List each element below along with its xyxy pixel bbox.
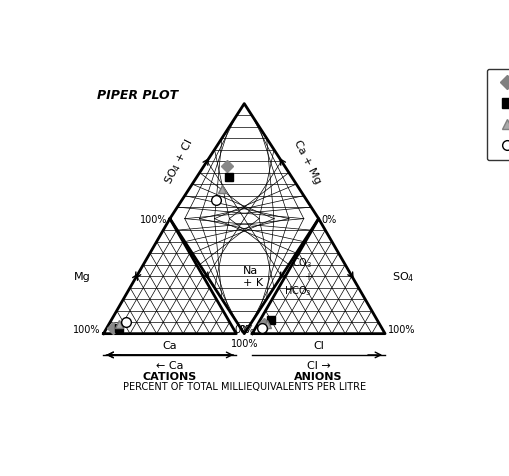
- Text: SO$_4$ + Cl: SO$_4$ + Cl: [162, 137, 196, 187]
- Text: Ca + Mg: Ca + Mg: [292, 139, 323, 185]
- Text: Cl: Cl: [313, 341, 324, 350]
- Text: Na
+ K: Na + K: [243, 266, 263, 288]
- Text: 100%: 100%: [73, 324, 101, 334]
- Text: 0%: 0%: [234, 324, 249, 334]
- Text: SO$_4$: SO$_4$: [392, 270, 414, 283]
- Text: PIPER PLOT: PIPER PLOT: [97, 89, 178, 102]
- Text: 0%: 0%: [321, 214, 336, 224]
- Text: 100%: 100%: [140, 214, 167, 224]
- Text: Ca: Ca: [162, 341, 177, 350]
- Legend: flood, flood-peck, ebb, dry: flood, flood-peck, ebb, dry: [487, 69, 509, 160]
- Text: Mg: Mg: [73, 272, 90, 282]
- Text: CO$_3$
+
HCO$_3$: CO$_3$ + HCO$_3$: [285, 256, 312, 297]
- Text: 100%: 100%: [388, 324, 415, 334]
- Text: Cl →: Cl →: [307, 360, 330, 370]
- Text: 100%: 100%: [231, 338, 258, 348]
- Text: CATIONS: CATIONS: [143, 371, 197, 381]
- Text: ← Ca: ← Ca: [156, 360, 184, 370]
- Text: ANIONS: ANIONS: [294, 371, 343, 381]
- Text: 0%: 0%: [239, 324, 254, 334]
- Text: PERCENT OF TOTAL MILLIEQUIVALENTS PER LITRE: PERCENT OF TOTAL MILLIEQUIVALENTS PER LI…: [123, 382, 366, 392]
